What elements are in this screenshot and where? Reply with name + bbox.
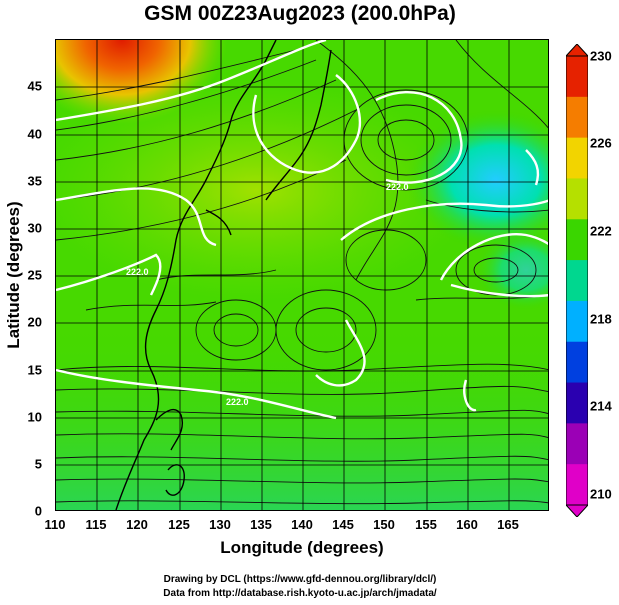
cool-shading	[406, 110, 548, 250]
x-tick-label: 115	[85, 517, 107, 532]
temperature-contours	[56, 40, 548, 420]
colorbar-bottom-arrow	[566, 504, 588, 517]
y-tick-label: 20	[27, 314, 42, 330]
x-axis-label: Longitude (degrees)	[220, 538, 384, 557]
colorbar	[566, 44, 588, 517]
map-svg: 222.0 222.0 222.0	[56, 40, 548, 510]
contour-labels: 222.0 222.0 222.0	[126, 182, 409, 407]
x-tick-label: 160	[456, 517, 478, 532]
y-tick-label: 15	[27, 362, 42, 378]
colorbar-tick-label: 210	[590, 486, 612, 502]
y-tick-label: 45	[27, 78, 42, 94]
colorbar-band	[566, 56, 588, 98]
credit-drawing: Drawing by DCL (https://www.gfd-dennou.o…	[163, 574, 437, 585]
y-tick-label: 25	[27, 267, 42, 283]
map-title: GSM 00Z23Aug2023 (200.0hPa)	[144, 2, 456, 25]
southern-shading	[56, 330, 548, 510]
x-tick-label: 110	[44, 517, 66, 532]
x-tick-label: 145	[332, 517, 354, 532]
map-plot-area: 222.0 222.0 222.0	[55, 39, 549, 511]
x-tick-label: 130	[209, 517, 231, 532]
colorbar-tick-label: 214	[590, 398, 612, 414]
x-tick-label: 120	[126, 517, 148, 532]
contour-label: 222.0	[126, 267, 149, 277]
x-tick-label: 140	[291, 517, 313, 532]
x-tick-label: 150	[373, 517, 395, 532]
coastlines	[115, 40, 332, 510]
colorbar-band	[566, 300, 588, 343]
warm-corner-shading	[56, 40, 356, 280]
y-tick-label: 10	[27, 409, 42, 425]
colorbar-band	[566, 382, 588, 424]
y-tick-label: 0	[34, 503, 42, 519]
colorbar-band	[566, 96, 588, 139]
colorbar-band	[566, 260, 588, 302]
colorbar-bands	[566, 56, 588, 506]
contour-label: 222.0	[226, 397, 249, 407]
colorbar-band	[566, 341, 588, 384]
colorbar-tick-label: 222	[590, 223, 612, 239]
y-tick-label: 5	[34, 456, 42, 472]
credit-data-source: Data from http://database.rish.kyoto-u.a…	[163, 588, 437, 599]
colorbar-tick-label: 230	[590, 48, 612, 64]
colorbar-band	[566, 464, 588, 506]
colorbar-band	[566, 137, 588, 179]
y-tick-label: 35	[27, 173, 42, 189]
lat-lon-grid	[56, 40, 548, 510]
colorbar-tick-label: 226	[590, 135, 612, 151]
x-tick-label: 155	[415, 517, 437, 532]
x-tick-label: 135	[250, 517, 272, 532]
x-tick-label: 125	[168, 517, 190, 532]
y-tick-label: 40	[27, 126, 42, 142]
cool-shading-2	[476, 230, 548, 310]
y-tick-label: 30	[27, 220, 42, 236]
colorbar-tick-label: 218	[590, 311, 612, 327]
colorbar-band	[566, 423, 588, 465]
colorbar-frame	[566, 55, 588, 506]
colorbar-top-arrow	[566, 44, 588, 57]
contour-label: 222.0	[386, 182, 409, 192]
y-axis-label: Latitude (degrees)	[4, 201, 23, 349]
colorbar-band	[566, 219, 588, 261]
x-tick-label: 165	[497, 517, 519, 532]
colorbar-band	[566, 178, 588, 220]
